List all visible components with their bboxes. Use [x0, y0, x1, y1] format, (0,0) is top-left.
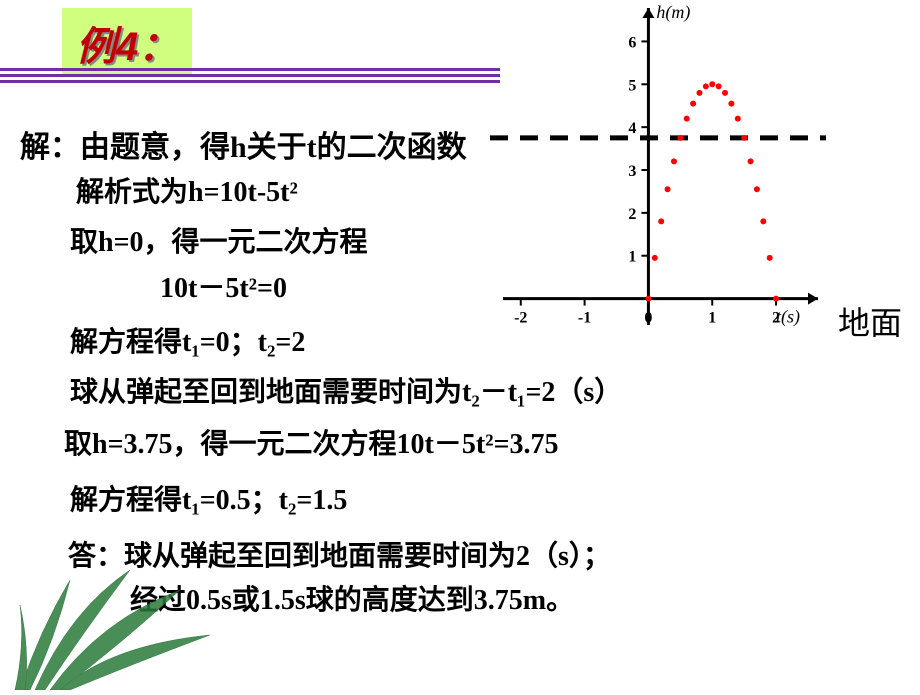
- svg-text:5: 5: [628, 77, 636, 94]
- svg-text:-2: -2: [514, 310, 527, 327]
- title-underline: [0, 68, 500, 86]
- solution-line: 取h=3.75，得一元二次方程10t－5t²=3.75: [64, 422, 900, 462]
- orchid-decoration: [0, 550, 230, 690]
- svg-text:2: 2: [628, 206, 636, 223]
- svg-text:-1: -1: [578, 310, 591, 327]
- svg-text:4: 4: [628, 120, 636, 137]
- svg-text:h(m): h(m): [656, 2, 690, 23]
- svg-text:0: 0: [644, 310, 652, 327]
- solution-line: 解方程得t₁=0.5；t₂=1.5: [70, 478, 900, 518]
- ground-label: 地面: [838, 298, 902, 344]
- svg-text:6: 6: [628, 34, 636, 51]
- solution-line: 经过0.5s或1.5s球的高度达到3.75m。: [130, 578, 900, 618]
- svg-text:1: 1: [628, 249, 636, 266]
- parabola-chart: -2-1012123456h(m)t(s): [488, 0, 828, 340]
- svg-text:t(s): t(s): [776, 307, 800, 328]
- solution-line: 球从弹起至回到地面需要时间为t₂－t₁=2（s）: [70, 370, 900, 410]
- svg-text:1: 1: [708, 310, 716, 327]
- svg-text:3: 3: [628, 163, 636, 180]
- example-title: 例4：: [62, 8, 192, 76]
